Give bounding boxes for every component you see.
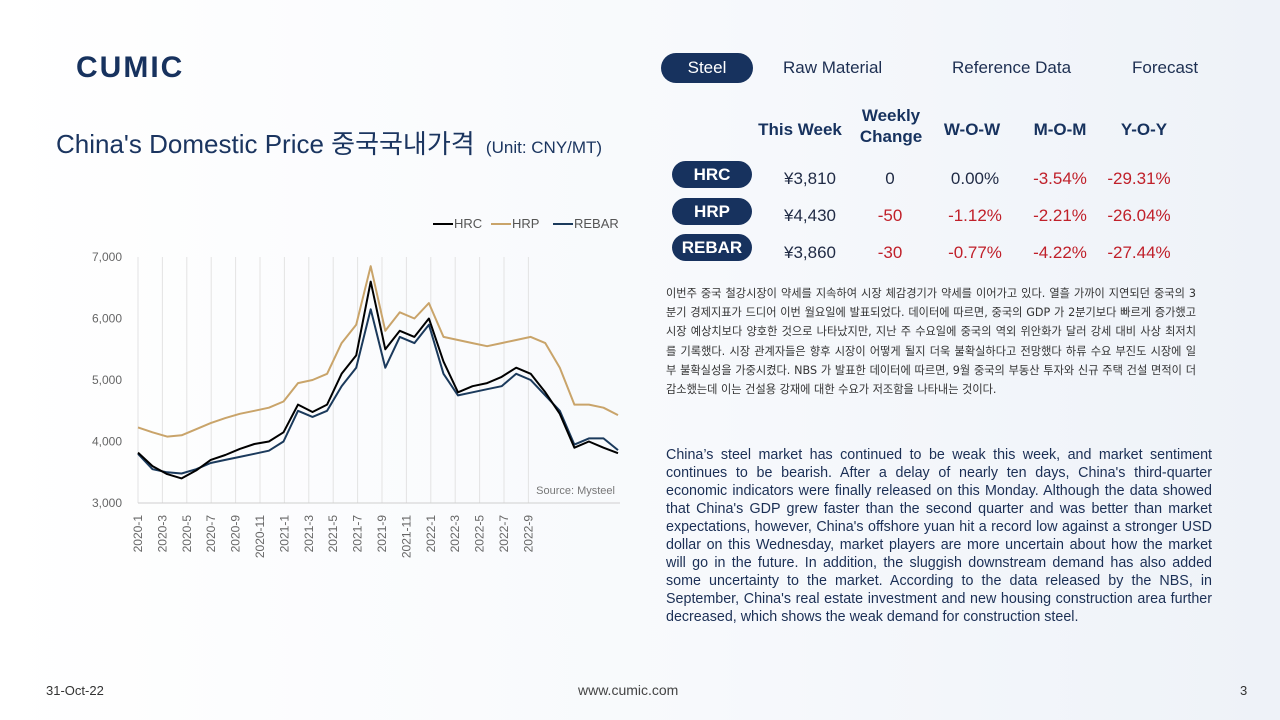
x-tick-label: 2021-3 [302, 515, 316, 553]
header-yoy: Y-O-Y [1120, 120, 1168, 139]
x-tick-label: 2022-7 [497, 515, 511, 553]
y-tick-label: 3,000 [92, 496, 122, 510]
hrp-weekly-change: -50 [877, 206, 903, 225]
legend-label-hrc: HRC [454, 216, 482, 231]
page-title-main: China's Domestic Price 중국국내가격 [56, 129, 475, 159]
nav-tab-steel[interactable]: Steel [661, 53, 753, 83]
rebar-wow: -0.77% [948, 243, 1002, 262]
hrp-yoy: -26.04% [1107, 206, 1171, 225]
chart-source: Source: Mysteel [536, 485, 615, 497]
y-tick-label: 6,000 [92, 312, 122, 326]
x-tick-label: 2020-11 [253, 515, 267, 558]
page-number: 3 [1240, 683, 1248, 698]
footer-date: 31-Oct-22 [46, 683, 104, 698]
hrp-this-week: ¥4,430 [784, 206, 836, 225]
rebar-yoy: -27.44% [1107, 243, 1171, 262]
cumic-logo: CUMIC [76, 51, 206, 84]
svg-text:CUMIC: CUMIC [76, 52, 184, 84]
header-weekly-change: Weekly Change [859, 106, 923, 146]
y-tick-label: 4,000 [92, 435, 122, 449]
hrp-wow: -1.12% [948, 206, 1002, 225]
nav-tab-raw-material[interactable]: Raw Material [783, 58, 883, 77]
y-tick-label: 7,000 [92, 250, 122, 264]
x-tick-label: 2020-5 [180, 515, 194, 553]
x-tick-label: 2020-7 [204, 515, 218, 553]
series-line-rebar [137, 308, 619, 475]
rebar-weekly-change: -30 [877, 243, 903, 262]
price-table: This Week Weekly Change W-O-W M-O-M Y-O-… [660, 100, 1200, 270]
cumic-logo-mark: CUMIC [76, 51, 184, 84]
legend-label-rebar: REBAR [574, 216, 619, 231]
rebar-this-week: ¥3,860 [784, 243, 836, 262]
x-tick-label: 2020-1 [131, 515, 145, 553]
x-tick-label: 2022-3 [448, 515, 462, 553]
header-mom: M-O-M [1033, 120, 1087, 139]
header-wow: W-O-W [943, 120, 1001, 139]
hrc-mom: -3.54% [1033, 169, 1087, 188]
series-line-hrp [137, 265, 619, 438]
product-badge-hrp: HRP [672, 198, 752, 225]
x-tick-label: 2021-5 [326, 515, 340, 553]
nav-tab-reference-data[interactable]: Reference Data [952, 58, 1072, 77]
x-tick-label: 2020-9 [229, 515, 243, 553]
x-tick-label: 2021-7 [351, 515, 365, 553]
x-tick-label: 2022-9 [521, 515, 535, 553]
hrc-weekly-change: 0 [885, 169, 895, 188]
page-title: China's Domestic Price 중국국내가격 (Unit: CNY… [56, 124, 602, 161]
hrc-wow: 0.00% [950, 169, 1000, 188]
header-this-week: This Week [758, 120, 842, 139]
nav-tab-forecast[interactable]: Forecast [1132, 58, 1199, 77]
page-title-unit: (Unit: CNY/MT) [485, 138, 603, 157]
x-tick-label: 2022-5 [473, 515, 487, 553]
hrp-mom: -2.21% [1033, 206, 1087, 225]
commentary-english: China’s steel market has continued to be… [666, 447, 1212, 625]
x-tick-label: 2021-1 [277, 515, 291, 553]
x-tick-label: 2022-1 [424, 515, 438, 553]
series-line-hrc [137, 280, 619, 480]
product-badge-hrc: HRC [672, 161, 752, 188]
price-line-chart: 2020-1 2020-3 2020-5 2020-7 2020-9 2020-11 202… [92, 216, 620, 558]
x-tick-label: 2021-11 [399, 515, 413, 558]
rebar-mom: -4.22% [1033, 243, 1087, 262]
y-tick-label: 5,000 [92, 373, 122, 387]
hrc-yoy: -29.31% [1107, 169, 1171, 188]
legend-label-hrp: HRP [512, 216, 539, 231]
x-tick-label: 2020-3 [155, 515, 169, 553]
product-badge-rebar: REBAR [672, 234, 752, 261]
hrc-this-week: ¥3,810 [784, 169, 836, 188]
footer-url[interactable]: www.cumic.com [578, 682, 679, 698]
x-tick-label: 2021-9 [375, 515, 389, 553]
commentary-korean: 이번주 중국 철강시장이 약세를 지속하여 시장 체감경기가 약세를 이어가고 … [666, 287, 1196, 397]
